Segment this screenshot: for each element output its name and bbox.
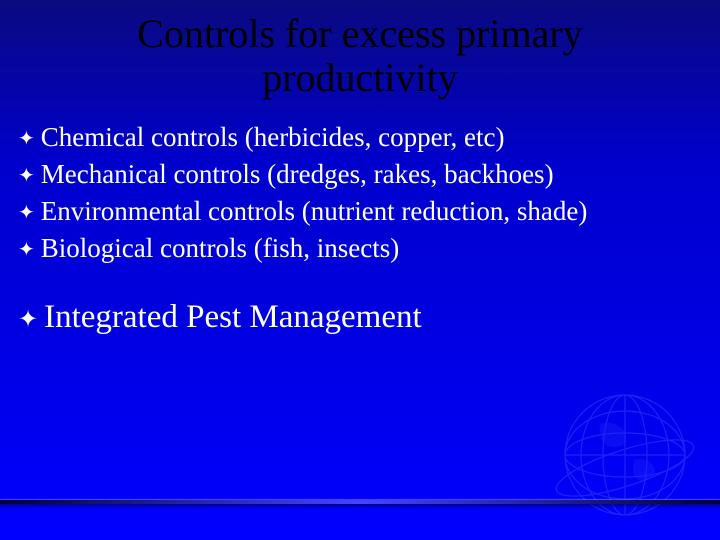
title-line-1: Controls for excess primary bbox=[137, 11, 582, 56]
globe-icon bbox=[550, 380, 700, 530]
bullet-item: ✦ Biological controls (fish, insects) bbox=[18, 231, 702, 266]
bottom-divider bbox=[0, 500, 720, 504]
bullet-text: Integrated Pest Management bbox=[44, 296, 422, 339]
slide-title: Controls for excess primary productivity bbox=[0, 0, 720, 100]
bullet-icon: ✦ bbox=[18, 237, 35, 263]
bullet-item-large: ✦ Integrated Pest Management bbox=[18, 296, 702, 339]
bullet-icon: ✦ bbox=[18, 126, 35, 152]
title-line-2: productivity bbox=[262, 55, 458, 100]
bullet-text: Chemical controls (herbicides, copper, e… bbox=[41, 120, 505, 155]
bullet-text: Environmental controls (nutrient reducti… bbox=[41, 194, 588, 229]
slide-body: ✦ Chemical controls (herbicides, copper,… bbox=[0, 100, 720, 339]
bullet-text: Biological controls (fish, insects) bbox=[41, 231, 399, 266]
bullet-text: Mechanical controls (dredges, rakes, bac… bbox=[41, 157, 554, 192]
bullet-item: ✦ Environmental controls (nutrient reduc… bbox=[18, 194, 702, 229]
bullet-icon: ✦ bbox=[18, 304, 38, 335]
bullet-icon: ✦ bbox=[18, 200, 35, 226]
bullet-item: ✦ Chemical controls (herbicides, copper,… bbox=[18, 120, 702, 155]
bullet-icon: ✦ bbox=[18, 163, 35, 189]
bullet-item: ✦ Mechanical controls (dredges, rakes, b… bbox=[18, 157, 702, 192]
